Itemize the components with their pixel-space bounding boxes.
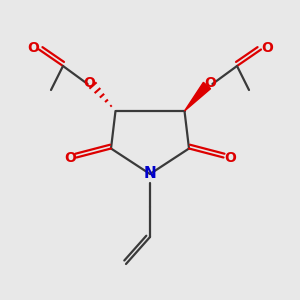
Text: O: O (64, 151, 76, 164)
Text: O: O (261, 41, 273, 55)
Polygon shape (184, 82, 211, 111)
Text: O: O (83, 76, 95, 90)
Text: O: O (224, 151, 236, 164)
Text: O: O (27, 41, 39, 55)
Text: N: N (144, 167, 156, 182)
Text: O: O (205, 76, 217, 90)
